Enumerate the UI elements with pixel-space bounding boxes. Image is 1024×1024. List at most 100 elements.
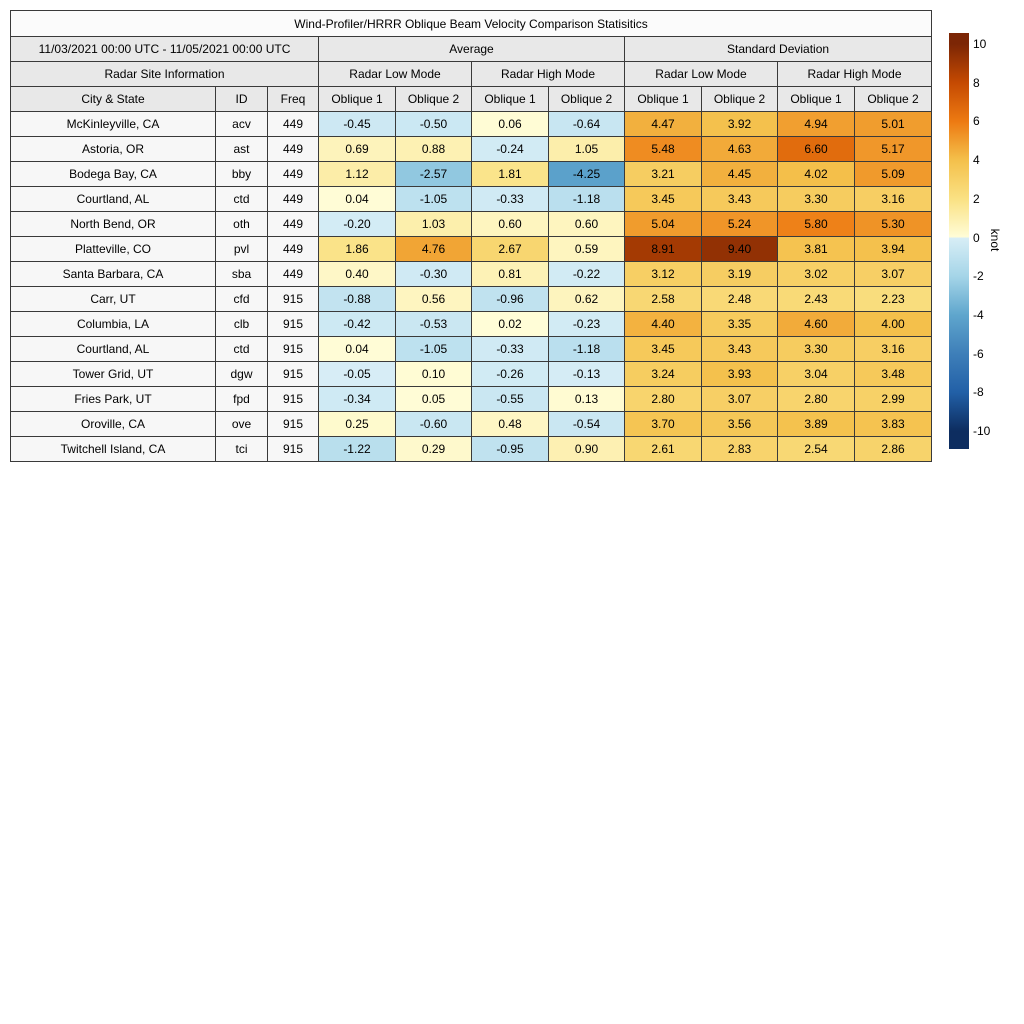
value-cell: 3.81: [777, 236, 855, 262]
colorbar: knot 10 8 6 4 2 0 -2 -4 -6 -8 -10: [949, 33, 1024, 449]
value-cell: 5.80: [777, 211, 855, 237]
value-cell: 0.60: [471, 211, 549, 237]
value-cell: 4.63: [701, 136, 778, 162]
value-cell: 0.25: [318, 411, 396, 437]
city-cell: Astoria, OR: [10, 136, 216, 162]
table-row: Platteville, CO pvl 449 1.86 4.76 2.67 0.59 8.9…: [10, 236, 933, 262]
avg-low-mode-header: Radar Low Mode: [318, 61, 472, 87]
value-cell: 3.43: [701, 336, 778, 362]
site-id-cell: ast: [215, 136, 268, 162]
colorbar-tick-label: -4: [973, 307, 984, 322]
value-cell: 2.80: [777, 386, 855, 412]
value-cell: -0.33: [471, 336, 549, 362]
value-cell: -0.23: [548, 311, 625, 337]
freq-cell: 915: [267, 311, 319, 337]
freq-column-header: Freq: [267, 86, 319, 112]
value-cell: 6.60: [777, 136, 855, 162]
value-cell: 0.60: [548, 211, 625, 237]
city-cell: Tower Grid, UT: [10, 361, 216, 387]
value-cell: -0.13: [548, 361, 625, 387]
freq-cell: 915: [267, 336, 319, 362]
value-cell: -0.42: [318, 311, 396, 337]
value-cell: -0.88: [318, 286, 396, 312]
value-cell: 0.05: [395, 386, 472, 412]
site-id-cell: bby: [215, 161, 268, 187]
city-cell: Oroville, CA: [10, 411, 216, 437]
value-cell: 5.01: [853, 111, 933, 137]
value-cell: 0.48: [471, 411, 549, 437]
freq-cell: 915: [267, 386, 319, 412]
value-cell: 0.81: [471, 261, 549, 287]
site-id-cell: pvl: [215, 236, 268, 262]
city-cell: North Bend, OR: [10, 211, 216, 237]
city-cell: Columbia, LA: [10, 311, 216, 337]
table-row: Oroville, CA ove 915 0.25 -0.60 0.48 -0.54 3.70…: [10, 411, 933, 437]
value-cell: -0.20: [318, 211, 396, 237]
value-cell: 3.19: [701, 261, 778, 287]
value-cell: 4.47: [624, 111, 702, 137]
value-cell: 0.06: [471, 111, 549, 137]
value-cell: 3.35: [701, 311, 778, 337]
column-header-row: City & State ID Freq Oblique 1 Oblique 2…: [10, 86, 933, 112]
colorbar-tick-label: -6: [973, 346, 984, 361]
value-cell: 3.12: [624, 261, 702, 287]
value-cell: 3.83: [853, 411, 933, 437]
value-cell: 0.40: [318, 261, 396, 287]
value-cell: 5.04: [624, 211, 702, 237]
value-cell: -0.64: [548, 111, 625, 137]
value-cell: 3.94: [853, 236, 933, 262]
value-cell: -1.18: [548, 186, 625, 212]
value-cell: -2.57: [395, 161, 472, 187]
oblique-column-header: Oblique 2: [853, 86, 933, 112]
value-cell: 9.40: [701, 236, 778, 262]
city-cell: Twitchell Island, CA: [10, 436, 216, 462]
value-cell: 3.30: [777, 336, 855, 362]
value-cell: 5.30: [853, 211, 933, 237]
table-row: McKinleyville, CA acv 449 -0.45 -0.50 0.06 -0.…: [10, 111, 933, 137]
std-low-mode-header: Radar Low Mode: [624, 61, 778, 87]
colorbar-tick-label: 6: [973, 114, 980, 129]
value-cell: 0.02: [471, 311, 549, 337]
value-cell: 5.48: [624, 136, 702, 162]
value-cell: 3.70: [624, 411, 702, 437]
value-cell: 3.16: [853, 186, 933, 212]
table-row: Astoria, OR ast 449 0.69 0.88 -0.24 1.05 5.48 4.…: [10, 136, 933, 162]
value-cell: 3.21: [624, 161, 702, 187]
value-cell: 3.89: [777, 411, 855, 437]
value-cell: 2.54: [777, 436, 855, 462]
colorbar-gradient: [949, 33, 969, 449]
period-cell: 11/03/2021 00:00 UTC - 11/05/2021 00:00 …: [10, 36, 319, 62]
value-cell: 1.12: [318, 161, 396, 187]
value-cell: -0.45: [318, 111, 396, 137]
site-id-cell: acv: [215, 111, 268, 137]
freq-cell: 915: [267, 411, 319, 437]
city-cell: Courtland, AL: [10, 336, 216, 362]
table-row: Courtland, AL ctd 449 0.04 -1.05 -0.33 -1.18 3.…: [10, 186, 933, 212]
value-cell: -0.24: [471, 136, 549, 162]
value-cell: -1.22: [318, 436, 396, 462]
city-cell: Courtland, AL: [10, 186, 216, 212]
table-row: Tower Grid, UT dgw 915 -0.05 0.10 -0.26 -0.13 3…: [10, 361, 933, 387]
site-id-cell: sba: [215, 261, 268, 287]
value-cell: 0.69: [318, 136, 396, 162]
title-row: Wind-Profiler/HRRR Oblique Beam Velocity…: [9, 10, 933, 37]
radar-site-information-header: Radar Site Information: [10, 61, 319, 87]
site-id-cell: clb: [215, 311, 268, 337]
table-title: Wind-Profiler/HRRR Oblique Beam Velocity…: [9, 10, 933, 37]
value-cell: 0.62: [548, 286, 625, 312]
value-cell: 1.86: [318, 236, 396, 262]
city-cell: Platteville, CO: [10, 236, 216, 262]
value-cell: 2.67: [471, 236, 549, 262]
value-cell: 5.09: [853, 161, 933, 187]
value-cell: -0.96: [471, 286, 549, 312]
value-cell: -0.54: [548, 411, 625, 437]
table-row: North Bend, OR oth 449 -0.20 1.03 0.60 0.60 5.0…: [10, 211, 933, 237]
freq-cell: 449: [267, 236, 319, 262]
freq-cell: 915: [267, 436, 319, 462]
value-cell: 3.02: [777, 261, 855, 287]
value-cell: 4.02: [777, 161, 855, 187]
table-row: Twitchell Island, CA tci 915 -1.22 0.29 -0.95…: [10, 436, 933, 462]
id-column-header: ID: [215, 86, 268, 112]
freq-cell: 449: [267, 161, 319, 187]
value-cell: 3.07: [701, 386, 778, 412]
